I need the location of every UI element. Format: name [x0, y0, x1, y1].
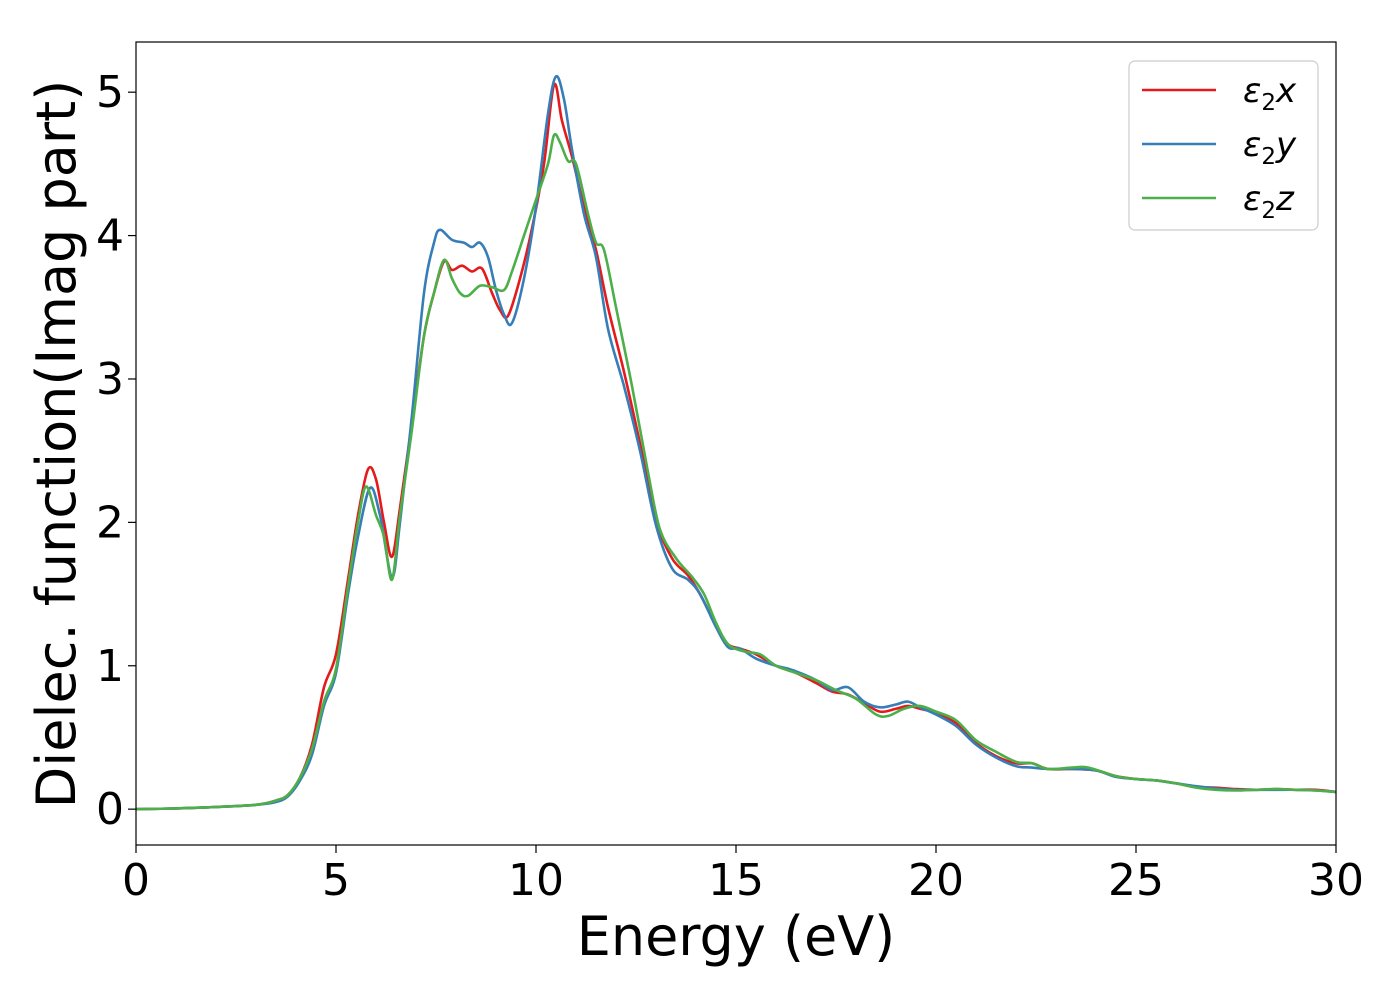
x-tick-label: 20: [908, 855, 964, 906]
y-tick-label: 2: [96, 497, 124, 548]
legend: ε2x ε2y ε2z: [1128, 60, 1319, 231]
x-tick-label: 30: [1308, 855, 1364, 906]
x-tick-label: 15: [708, 855, 764, 906]
y-tick-label: 1: [96, 641, 124, 692]
legend-label-z: ε2z: [1243, 179, 1295, 224]
y-tick-label: 0: [96, 784, 124, 835]
x-tick-label: 0: [122, 855, 150, 906]
legend-box: [1128, 60, 1319, 231]
x-axis-title: Energy (eV): [577, 905, 896, 968]
series-line-z: [136, 132, 1336, 811]
y-tick-label: 4: [96, 211, 124, 262]
legend-label-y: ε2y: [1243, 125, 1297, 170]
y-axis-title: Dielec. function(Imag part): [25, 80, 88, 809]
y-tick-label: 3: [96, 354, 124, 405]
series-group: [136, 74, 1336, 811]
legend-label-x: ε2x: [1243, 71, 1297, 116]
x-tick-label: 5: [322, 855, 350, 906]
y-axis: 0 1 2 3 4 5: [96, 67, 136, 835]
y-tick-label: 5: [96, 67, 124, 118]
x-tick-label: 10: [508, 855, 564, 906]
x-axis: 0 5 10 15 20 25 30: [122, 845, 1364, 906]
x-tick-label: 25: [1108, 855, 1164, 906]
